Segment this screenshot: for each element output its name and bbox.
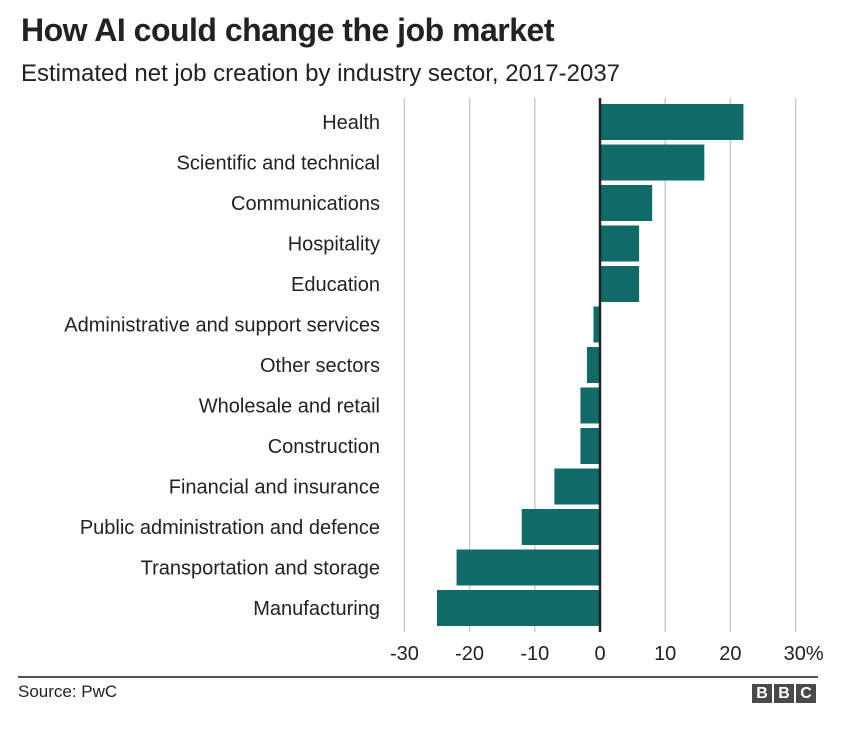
bar [586,347,600,383]
x-tick-label: -20 [455,643,484,665]
bbc-logo-letter: C [796,684,816,703]
category-label: Construction [268,436,380,458]
bars [437,104,744,626]
x-tick-label: 30% [784,643,824,665]
category-label: Hospitality [288,234,380,256]
x-tick-label: -10 [520,643,549,665]
bar [600,104,744,140]
bar [521,509,600,545]
x-tick-label: 0 [594,643,605,665]
category-label: Education [291,274,380,296]
category-label: Health [322,112,380,134]
category-label: Administrative and support services [64,315,380,337]
category-label: Public administration and defence [80,517,380,539]
bar [580,387,600,424]
bbc-logo: B B C [752,684,816,703]
bar [600,144,705,181]
x-tick-label: 20 [719,643,741,665]
bar [600,266,640,302]
category-label: Communications [231,193,380,215]
bbc-logo-letter: B [774,684,794,703]
bar [593,306,600,343]
footer-divider [18,676,818,678]
category-label: Scientific and technical [177,153,380,175]
category-label: Manufacturing [253,598,380,620]
bar [437,590,600,626]
source-note: Source: PwC [18,682,118,701]
category-label: Transportation and storage [141,558,380,580]
bar [456,549,600,586]
category-labels: Health Scientific and technical Communicat… [64,112,380,620]
chart-title: How AI could change the job market [21,12,555,48]
category-label: Financial and insurance [169,477,380,499]
chart-subtitle: Estimated net job creation by industry s… [21,60,621,87]
bar [554,468,600,505]
category-label: Other sectors [260,355,380,377]
bar [600,185,653,221]
category-label: Wholesale and retail [199,396,380,418]
x-axis-ticks: -30 -20 -10 0 10 20 30% [390,643,824,665]
x-tick-label: 10 [654,643,676,665]
bar [580,428,600,464]
x-tick-label: -30 [390,643,419,665]
bar [600,225,640,262]
bbc-logo-letter: B [752,684,772,703]
